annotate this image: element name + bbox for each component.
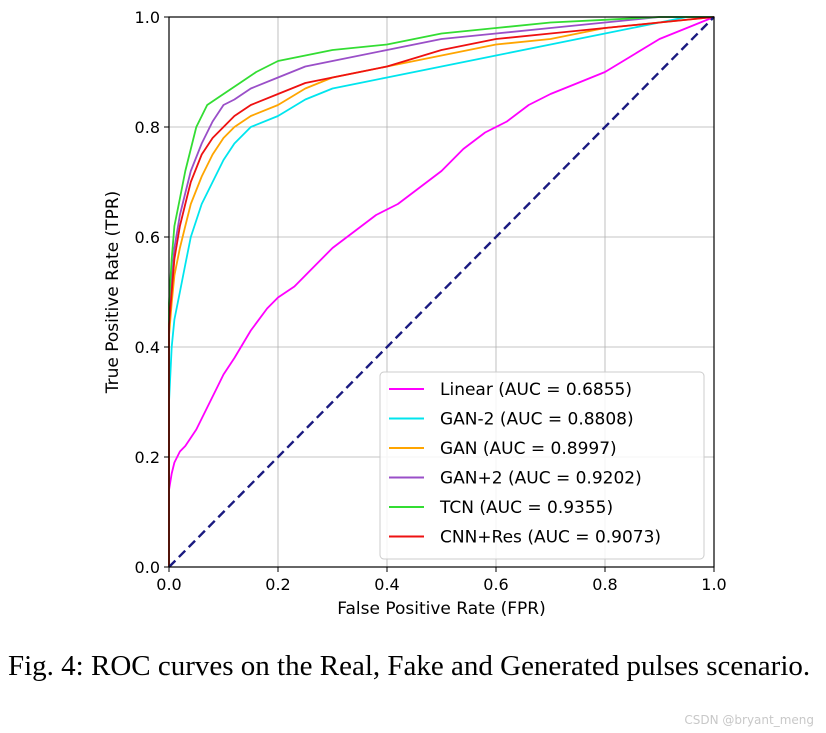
legend-label: GAN+2 (AUC = 0.9202) <box>440 469 642 489</box>
x-tick-label: 0.6 <box>483 575 508 594</box>
legend-label: GAN (AUC = 0.8997) <box>440 439 617 459</box>
chance-diagonal-line <box>168 16 715 568</box>
y-tick-label: 0.2 <box>135 448 160 467</box>
y-tick-label: 1.0 <box>135 8 160 27</box>
y-tick-label: 0.8 <box>135 118 160 137</box>
roc-curve-4 <box>168 16 714 567</box>
x-axis-label: False Positive Rate (FPR) <box>337 599 546 619</box>
x-tick-label: 0.4 <box>374 575 399 594</box>
roc-curve-2 <box>168 16 715 567</box>
legend-box <box>379 371 705 560</box>
plot-frame <box>168 16 715 568</box>
figure-caption: Fig. 4: ROC curves on the Real, Fake and… <box>8 650 811 682</box>
legend-label: Linear (AUC = 0.6855) <box>440 380 632 400</box>
x-tick-label: 0.2 <box>265 575 290 594</box>
legend-label: GAN-2 (AUC = 0.8808) <box>440 410 634 430</box>
roc-curves <box>168 16 715 568</box>
y-axis-label: True Positive Rate (TPR) <box>103 191 123 395</box>
legend-label: TCN (AUC = 0.9355) <box>439 498 613 518</box>
roc-curve-1 <box>168 16 714 567</box>
roc-curve-3 <box>168 16 714 567</box>
roc-curve-5 <box>168 16 715 567</box>
y-tick-label: 0.0 <box>135 558 160 577</box>
watermark: CSDN @bryant_meng <box>684 713 814 727</box>
roc-curve-0 <box>168 16 715 567</box>
x-tick-label: 1.0 <box>701 575 726 594</box>
y-tick-label: 0.4 <box>135 338 160 357</box>
x-tick-label: 0.8 <box>592 575 617 594</box>
axis-ticks: 0.0 0.2 0.4 0.6 0.8 1.0 0.0 0.2 0.4 0.6 0.8 1.0 <box>135 8 727 594</box>
x-tick-label: 0.0 <box>156 575 181 594</box>
roc-chart: 0.0 0.2 0.4 0.6 0.8 1.0 0.0 0.2 0.4 0.6 0.8 1.0 Fal… <box>103 8 727 619</box>
legend-label: CNN+Res (AUC = 0.9073) <box>440 528 661 548</box>
y-tick-label: 0.6 <box>135 228 160 247</box>
legend: Linear (AUC = 0.6855) GAN-2 (AUC = 0.8808… <box>379 371 705 560</box>
